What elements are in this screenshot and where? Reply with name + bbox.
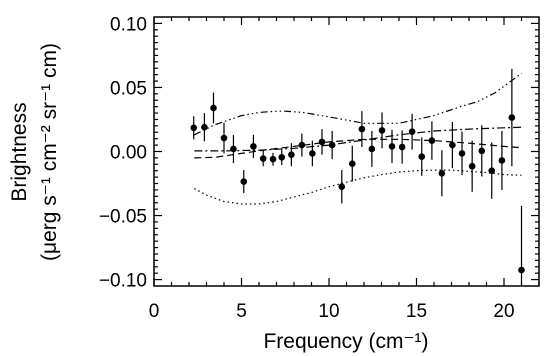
y-tick-label: 0.10 <box>110 14 147 35</box>
data-point <box>508 114 516 121</box>
y-tick-label: −0.05 <box>99 207 147 228</box>
data-point <box>348 160 356 167</box>
data-point <box>240 178 248 185</box>
curve-dash-dot-dot-dot <box>194 72 522 136</box>
axis-tick-labels: 0 5 10 15 20 −0.10 −0.05 0.00 0.05 0.10 <box>99 14 515 322</box>
data-point <box>458 150 466 157</box>
x-tick-label: 0 <box>149 301 160 322</box>
data-point <box>428 137 436 144</box>
y-tick-label: 0.00 <box>110 143 147 164</box>
data-point <box>269 155 277 163</box>
data-point <box>498 157 506 164</box>
data-point <box>210 104 217 112</box>
y-axis-label-line2: (μerg s⁻¹ cm⁻² sr⁻¹ cm) <box>38 43 61 261</box>
data-points <box>190 68 525 286</box>
data-point <box>201 123 208 131</box>
data-point <box>288 151 295 159</box>
y-tick-label: 0.05 <box>110 78 147 99</box>
data-point <box>408 128 416 135</box>
x-tick-label: 5 <box>236 301 247 322</box>
x-tick-label: 15 <box>406 301 427 322</box>
data-point <box>190 124 198 132</box>
data-point <box>468 162 476 170</box>
x-axis-label: Frequency (cm⁻¹) <box>263 330 428 353</box>
data-point <box>368 145 376 153</box>
data-point <box>338 183 346 191</box>
data-point <box>259 155 267 162</box>
model-curves <box>194 72 522 205</box>
data-point <box>298 141 306 149</box>
x-tick-label: 20 <box>493 301 514 322</box>
data-point <box>278 153 286 161</box>
axis-ticks <box>153 17 540 286</box>
data-point <box>250 143 257 150</box>
y-axis-label-line1: Brightness <box>8 102 31 201</box>
y-tick-label: −0.10 <box>99 271 147 292</box>
curve-dash-dot <box>194 126 522 152</box>
data-point <box>449 141 456 149</box>
curve-dashed <box>194 138 522 159</box>
data-point <box>309 150 316 157</box>
data-point <box>438 169 446 177</box>
x-tick-label: 10 <box>318 301 339 322</box>
curve-dotted <box>194 169 522 205</box>
data-point <box>328 141 336 149</box>
data-point <box>478 147 486 155</box>
data-point <box>388 143 396 150</box>
data-point <box>358 125 366 133</box>
data-point <box>398 143 406 151</box>
data-point <box>518 266 525 274</box>
data-point <box>220 134 228 142</box>
data-point <box>230 145 237 153</box>
data-point <box>318 138 326 146</box>
data-point <box>418 153 426 160</box>
data-point <box>488 167 496 175</box>
data-point <box>378 127 386 134</box>
